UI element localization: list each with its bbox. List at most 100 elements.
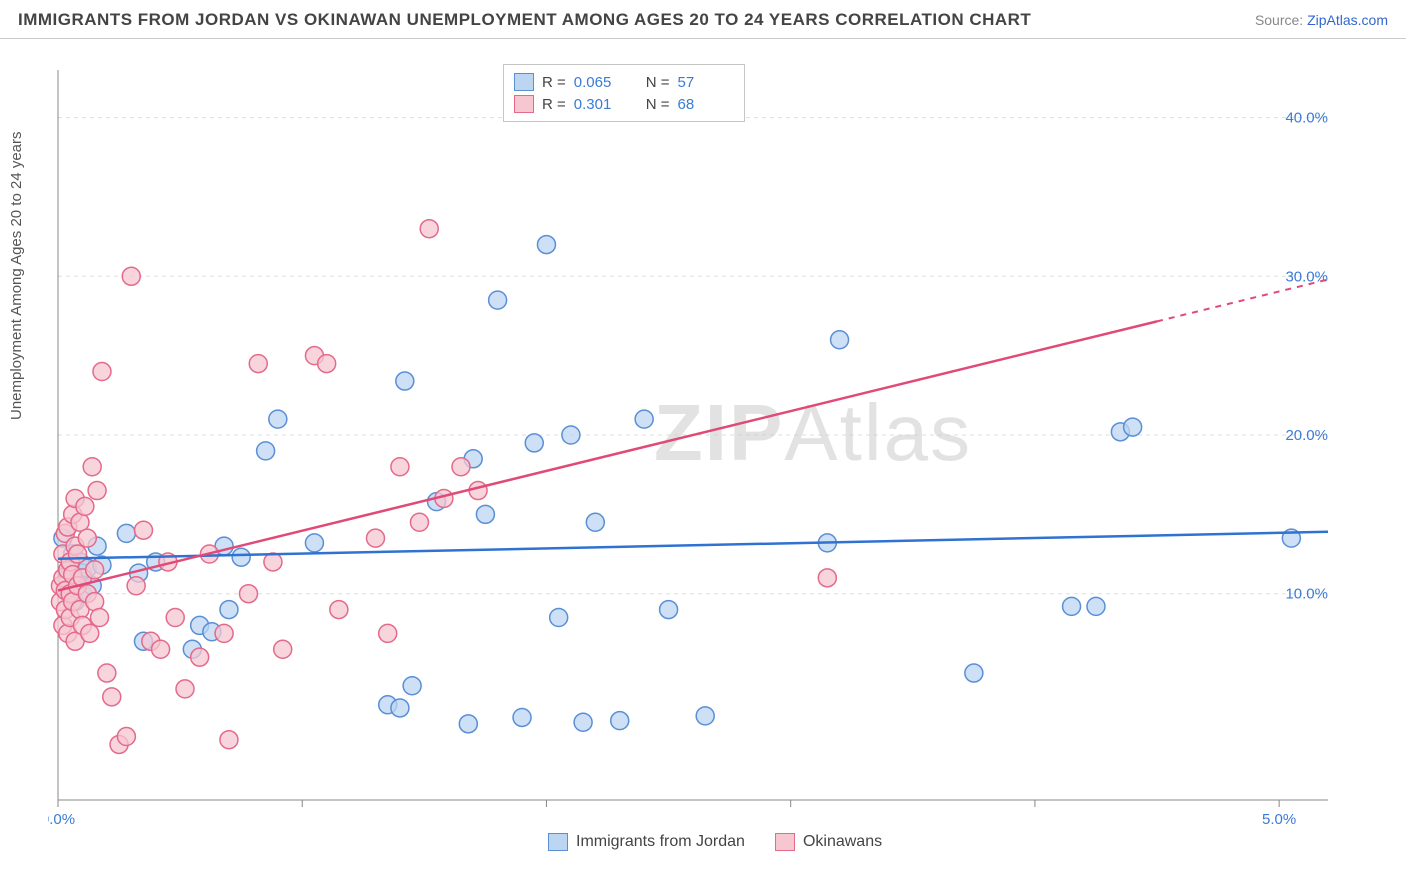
scatter-point bbox=[574, 713, 592, 731]
source-label: Source: ZipAtlas.com bbox=[1255, 12, 1388, 28]
scatter-point bbox=[103, 688, 121, 706]
scatter-point bbox=[117, 524, 135, 542]
chart-svg: 10.0%20.0%30.0%40.0%ZIPAtlas0.0%5.0% bbox=[48, 60, 1378, 830]
scatter-point bbox=[403, 677, 421, 695]
scatter-point bbox=[134, 521, 152, 539]
y-axis-label: Unemployment Among Ages 20 to 24 years bbox=[8, 131, 25, 420]
scatter-point bbox=[635, 410, 653, 428]
scatter-point bbox=[818, 569, 836, 587]
scatter-point bbox=[240, 585, 258, 603]
source-link[interactable]: ZipAtlas.com bbox=[1307, 12, 1388, 28]
chart-title: IMMIGRANTS FROM JORDAN VS OKINAWAN UNEMP… bbox=[18, 10, 1031, 30]
legend-n-label: N = bbox=[646, 96, 670, 113]
trend-line bbox=[58, 321, 1157, 590]
scatter-point bbox=[391, 699, 409, 717]
scatter-point bbox=[367, 529, 385, 547]
scatter-point bbox=[410, 513, 428, 531]
legend-swatch bbox=[548, 833, 568, 851]
legend-r-label: R = bbox=[542, 96, 566, 113]
scatter-point bbox=[88, 482, 106, 500]
scatter-point bbox=[122, 267, 140, 285]
scatter-point bbox=[513, 708, 531, 726]
scatter-point bbox=[264, 553, 282, 571]
scatter-point bbox=[696, 707, 714, 725]
scatter-point bbox=[459, 715, 477, 733]
scatter-point bbox=[965, 664, 983, 682]
scatter-point bbox=[330, 601, 348, 619]
source-prefix: Source: bbox=[1255, 12, 1307, 28]
trend-line bbox=[58, 532, 1328, 559]
legend-correlation: R = 0.065 N = 57 R = 0.301 N = 68 bbox=[503, 64, 745, 122]
scatter-point bbox=[611, 712, 629, 730]
scatter-point bbox=[420, 220, 438, 238]
y-tick-label: 40.0% bbox=[1285, 110, 1328, 127]
scatter-point bbox=[81, 624, 99, 642]
legend-r-value: 0.301 bbox=[574, 96, 626, 113]
scatter-point bbox=[127, 577, 145, 595]
scatter-point bbox=[249, 355, 267, 373]
scatter-point bbox=[91, 609, 109, 627]
title-bar: IMMIGRANTS FROM JORDAN VS OKINAWAN UNEMP… bbox=[0, 0, 1406, 39]
scatter-point bbox=[93, 363, 111, 381]
legend-n-label: N = bbox=[646, 74, 670, 91]
legend-series-label: Immigrants from Jordan bbox=[576, 833, 745, 851]
scatter-point bbox=[396, 372, 414, 390]
legend-n-value: 57 bbox=[678, 74, 730, 91]
scatter-point bbox=[191, 648, 209, 666]
scatter-point bbox=[550, 609, 568, 627]
scatter-point bbox=[86, 561, 104, 579]
y-tick-label: 30.0% bbox=[1285, 268, 1328, 285]
x-tick-label: 5.0% bbox=[1262, 811, 1296, 828]
plot-area: 10.0%20.0%30.0%40.0%ZIPAtlas0.0%5.0% bbox=[48, 60, 1378, 830]
scatter-point bbox=[562, 426, 580, 444]
scatter-point bbox=[469, 482, 487, 500]
scatter-point bbox=[269, 410, 287, 428]
scatter-point bbox=[274, 640, 292, 658]
scatter-point bbox=[83, 458, 101, 476]
scatter-point bbox=[391, 458, 409, 476]
scatter-point bbox=[831, 331, 849, 349]
scatter-point bbox=[232, 548, 250, 566]
legend-series-item: Okinawans bbox=[775, 833, 882, 851]
scatter-point bbox=[176, 680, 194, 698]
legend-series: Immigrants from Jordan Okinawans bbox=[548, 833, 882, 851]
scatter-point bbox=[257, 442, 275, 460]
legend-n-value: 68 bbox=[678, 96, 730, 113]
scatter-point bbox=[215, 624, 233, 642]
scatter-point bbox=[1087, 597, 1105, 615]
scatter-point bbox=[1063, 597, 1081, 615]
scatter-point bbox=[166, 609, 184, 627]
scatter-point bbox=[537, 236, 555, 254]
scatter-point bbox=[660, 601, 678, 619]
legend-swatch bbox=[775, 833, 795, 851]
scatter-point bbox=[586, 513, 604, 531]
legend-series-item: Immigrants from Jordan bbox=[548, 833, 745, 851]
scatter-point bbox=[525, 434, 543, 452]
scatter-point bbox=[476, 505, 494, 523]
scatter-point bbox=[489, 291, 507, 309]
legend-swatch bbox=[514, 95, 534, 113]
scatter-point bbox=[117, 728, 135, 746]
y-tick-label: 20.0% bbox=[1285, 427, 1328, 444]
scatter-point bbox=[152, 640, 170, 658]
legend-series-label: Okinawans bbox=[803, 833, 882, 851]
scatter-point bbox=[78, 529, 96, 547]
legend-r-value: 0.065 bbox=[574, 74, 626, 91]
scatter-point bbox=[379, 624, 397, 642]
scatter-point bbox=[1124, 418, 1142, 436]
scatter-point bbox=[318, 355, 336, 373]
scatter-point bbox=[220, 601, 238, 619]
y-tick-label: 10.0% bbox=[1285, 586, 1328, 603]
trend-line-extrapolated bbox=[1157, 279, 1328, 321]
scatter-point bbox=[98, 664, 116, 682]
legend-correlation-row: R = 0.301 N = 68 bbox=[514, 93, 730, 115]
legend-swatch bbox=[514, 73, 534, 91]
scatter-point bbox=[220, 731, 238, 749]
legend-r-label: R = bbox=[542, 74, 566, 91]
x-tick-label: 0.0% bbox=[48, 811, 75, 828]
scatter-point bbox=[305, 534, 323, 552]
scatter-point bbox=[69, 545, 87, 563]
scatter-point bbox=[452, 458, 470, 476]
scatter-point bbox=[76, 497, 94, 515]
legend-correlation-row: R = 0.065 N = 57 bbox=[514, 71, 730, 93]
